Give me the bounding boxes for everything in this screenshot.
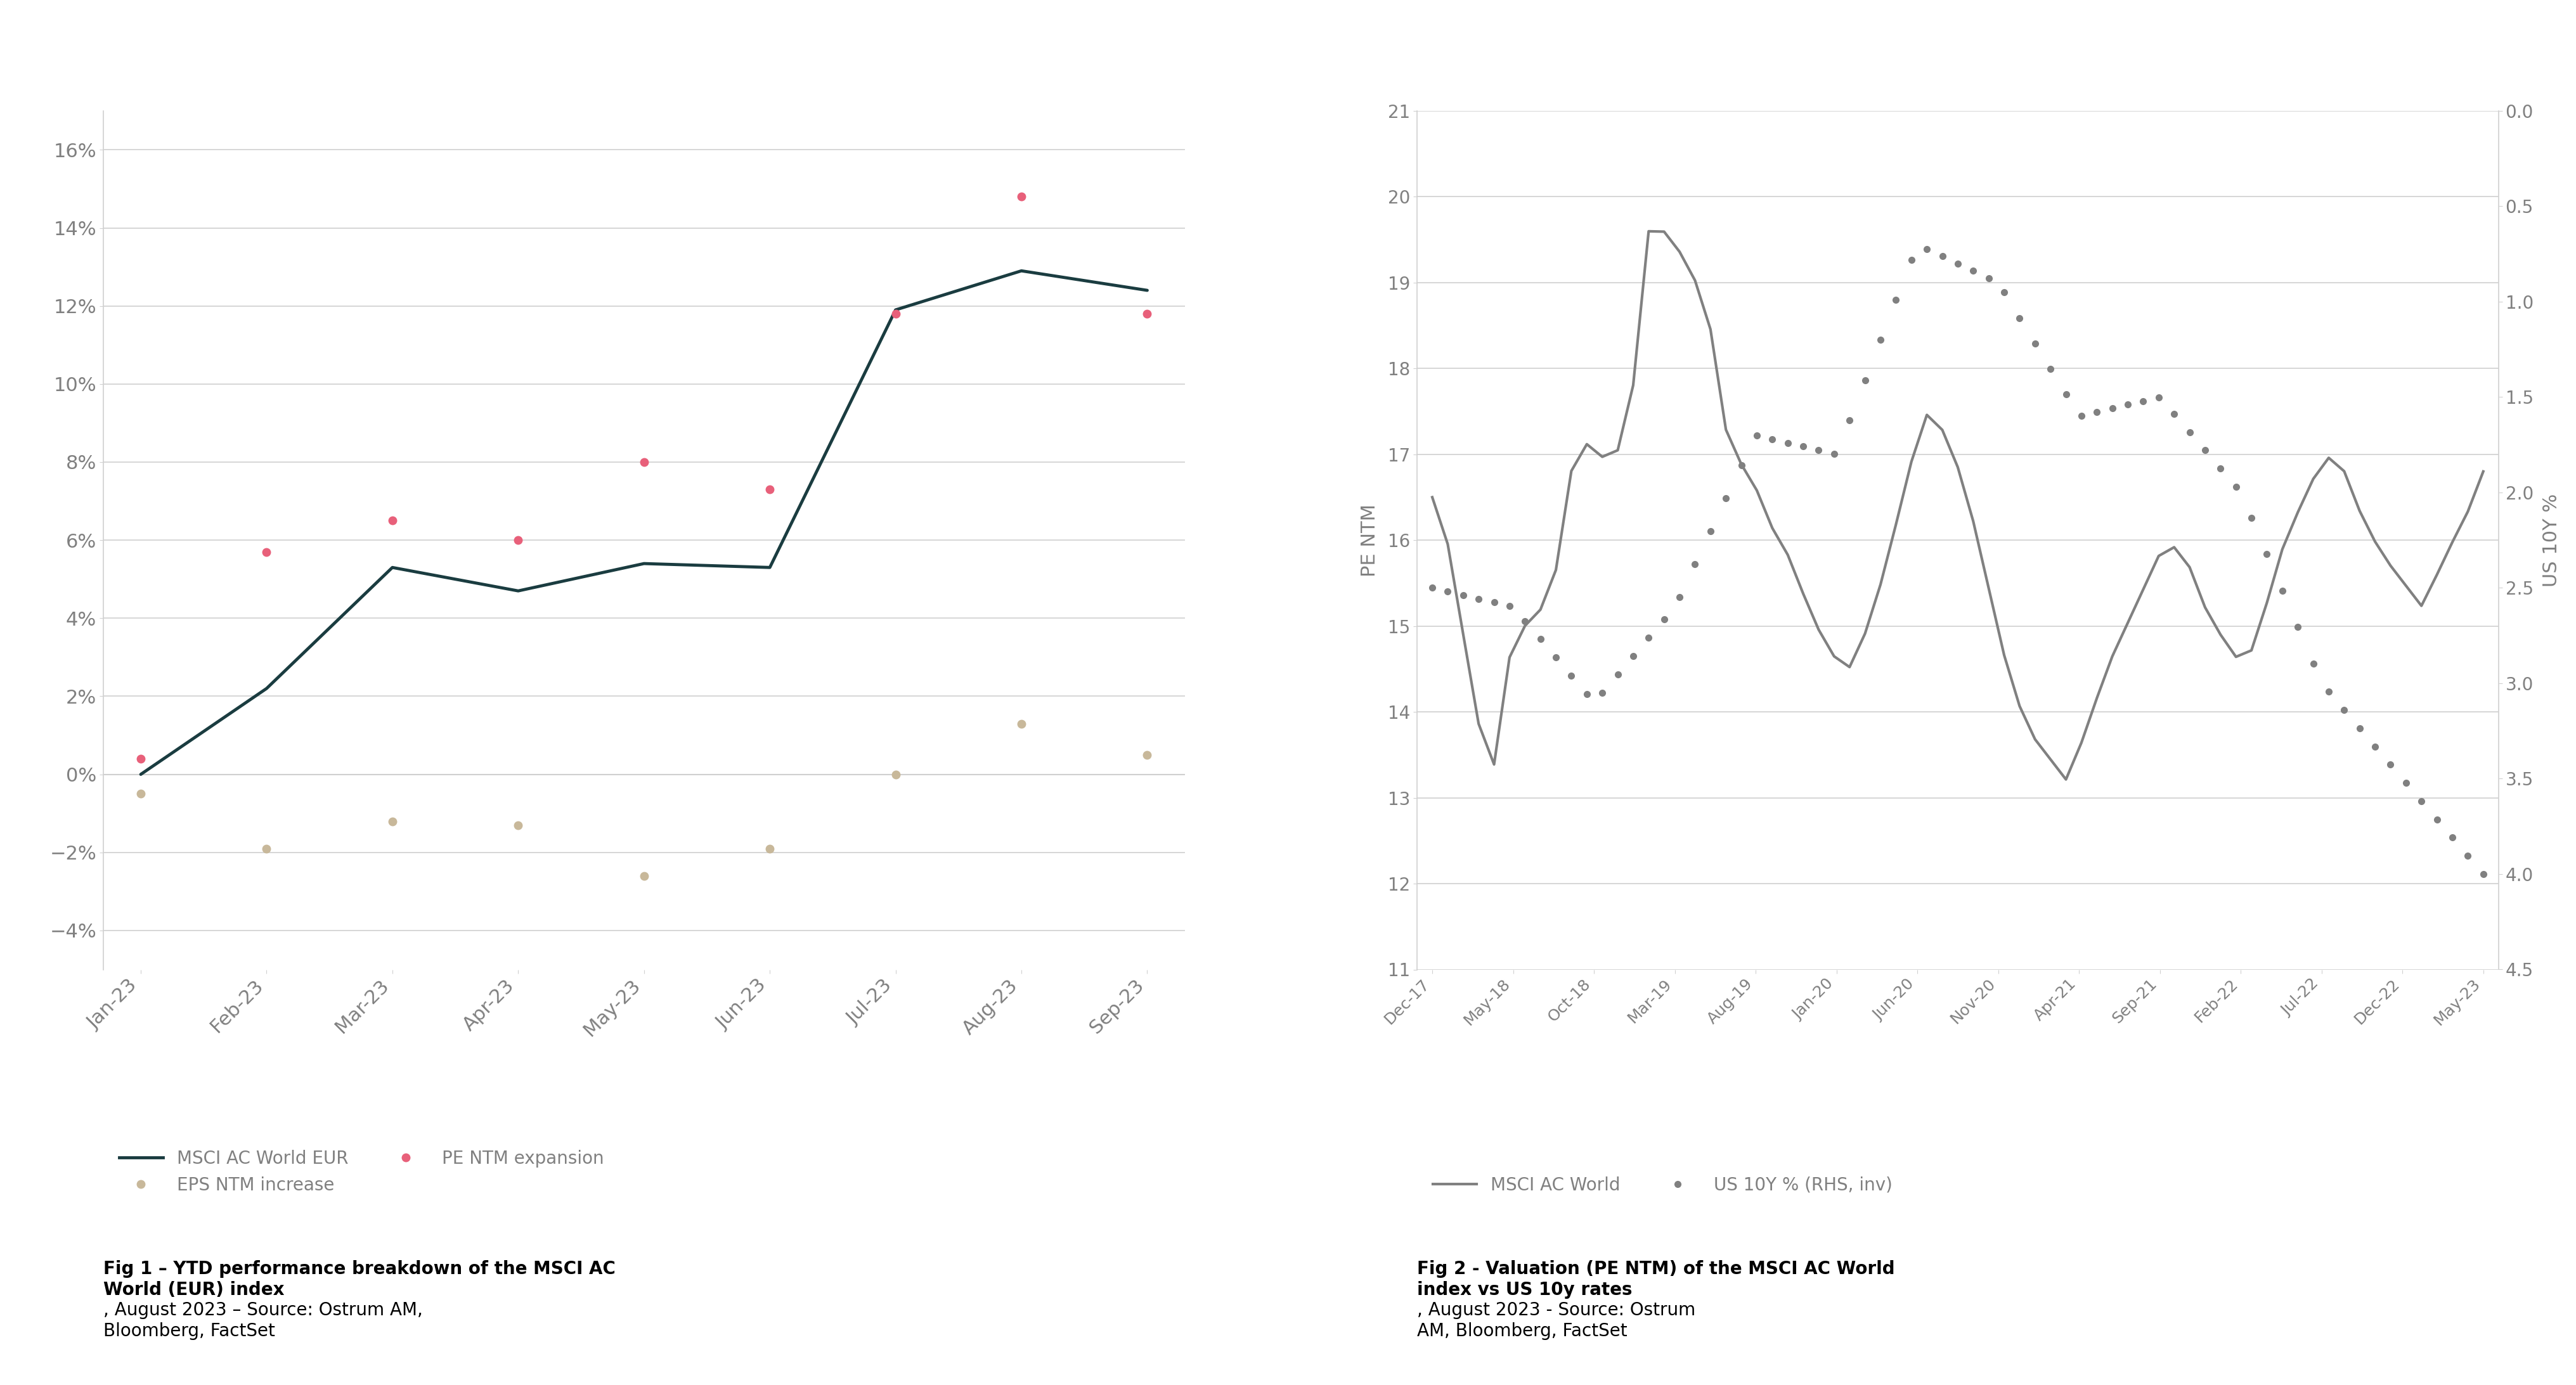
Text: , August 2023 – Source: Ostrum AM,
Bloomberg, FactSet: , August 2023 – Source: Ostrum AM, Bloom… <box>103 1260 422 1339</box>
Y-axis label: PE NTM: PE NTM <box>1360 504 1378 576</box>
Legend: MSCI AC World EUR, EPS NTM increase, PE NTM expansion: MSCI AC World EUR, EPS NTM increase, PE … <box>111 1143 611 1201</box>
Text: Fig 2 - Valuation (PE NTM) of the MSCI AC World
index vs US 10y rates: Fig 2 - Valuation (PE NTM) of the MSCI A… <box>1417 1260 1893 1299</box>
Y-axis label: US 10Y %: US 10Y % <box>2543 493 2561 587</box>
Text: Fig 1 – YTD performance breakdown of the MSCI AC
World (EUR) index: Fig 1 – YTD performance breakdown of the… <box>103 1260 616 1299</box>
Legend: MSCI AC World, US 10Y % (RHS, inv): MSCI AC World, US 10Y % (RHS, inv) <box>1425 1169 1899 1201</box>
Text: , August 2023 - Source: Ostrum
AM, Bloomberg, FactSet: , August 2023 - Source: Ostrum AM, Bloom… <box>1417 1260 1695 1339</box>
